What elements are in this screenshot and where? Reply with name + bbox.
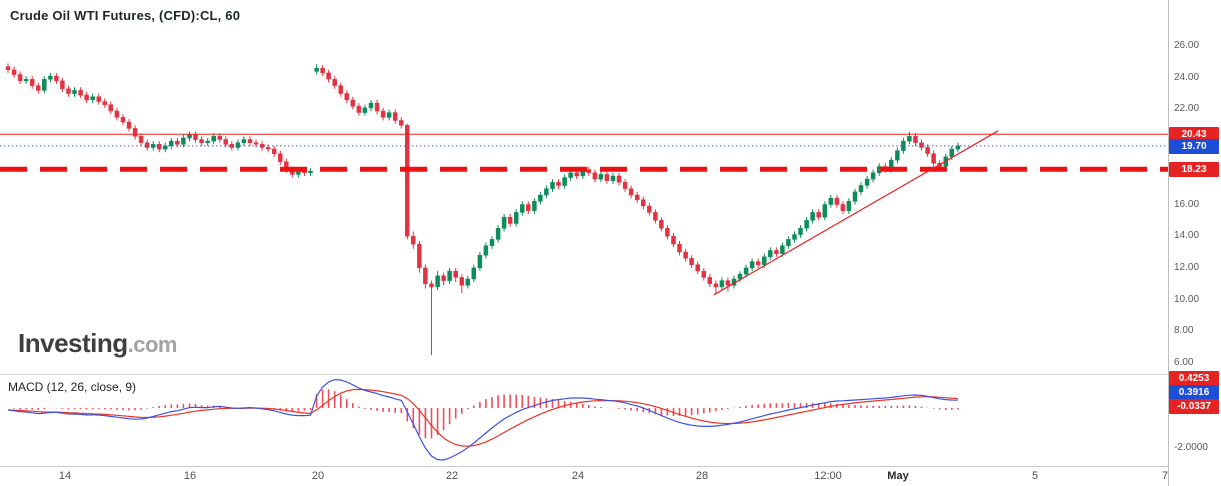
investing-logo: Investing.com — [18, 328, 178, 359]
price-tick: 16.00 — [1174, 198, 1200, 210]
price-tick: 26.00 — [1174, 40, 1200, 51]
time-axis[interactable]: 14 16 20 22 24 28 12:00 May 5 7 — [0, 466, 1168, 486]
macd-value-badge: 0.4253 — [1169, 371, 1219, 386]
time-tick: 5 — [1031, 470, 1039, 482]
chart-title: Crude Oil WTI Futures, (CFD):CL, 60 — [10, 8, 241, 23]
macd-value-badge: -0.0337 — [1169, 399, 1219, 414]
candlestick-chart[interactable] — [0, 0, 1168, 486]
macd-value-badge: 0.3916 — [1169, 385, 1219, 400]
time-tick: 16 — [183, 470, 197, 482]
price-tick: 14.00 — [1174, 230, 1200, 242]
time-tick: 7 — [1161, 470, 1168, 482]
time-tick: 24 — [571, 470, 585, 482]
time-tick: May — [887, 470, 909, 482]
price-tick: 24.00 — [1174, 71, 1200, 83]
time-tick: 22 — [445, 470, 459, 482]
price-level-badge: 19.70 — [1169, 138, 1219, 154]
time-tick: 20 — [311, 470, 325, 482]
price-level-badge: 18.23 — [1169, 162, 1219, 178]
macd-tick: -2.0000 — [1174, 442, 1208, 453]
time-tick: 28 — [695, 470, 709, 482]
macd-indicator-label: MACD (12, 26, close, 9) — [8, 380, 137, 394]
time-tick: 12:00 — [814, 470, 842, 482]
price-tick: 22.00 — [1174, 103, 1200, 115]
price-tick: 12.00 — [1174, 261, 1200, 273]
price-axis[interactable]: 26.00 24.00 22.00 16.00 14.00 12.00 10.00 8.00 6… — [1168, 0, 1221, 486]
price-tick: 10.00 — [1174, 293, 1200, 305]
price-tick: 6.00 — [1174, 357, 1194, 368]
price-level-badge: 20.43 — [1169, 127, 1219, 143]
investing-logo-brand: Investing — [18, 328, 128, 358]
time-tick: 14 — [58, 470, 72, 482]
investing-logo-tld: .com — [127, 332, 178, 357]
price-tick: 8.00 — [1174, 325, 1194, 337]
